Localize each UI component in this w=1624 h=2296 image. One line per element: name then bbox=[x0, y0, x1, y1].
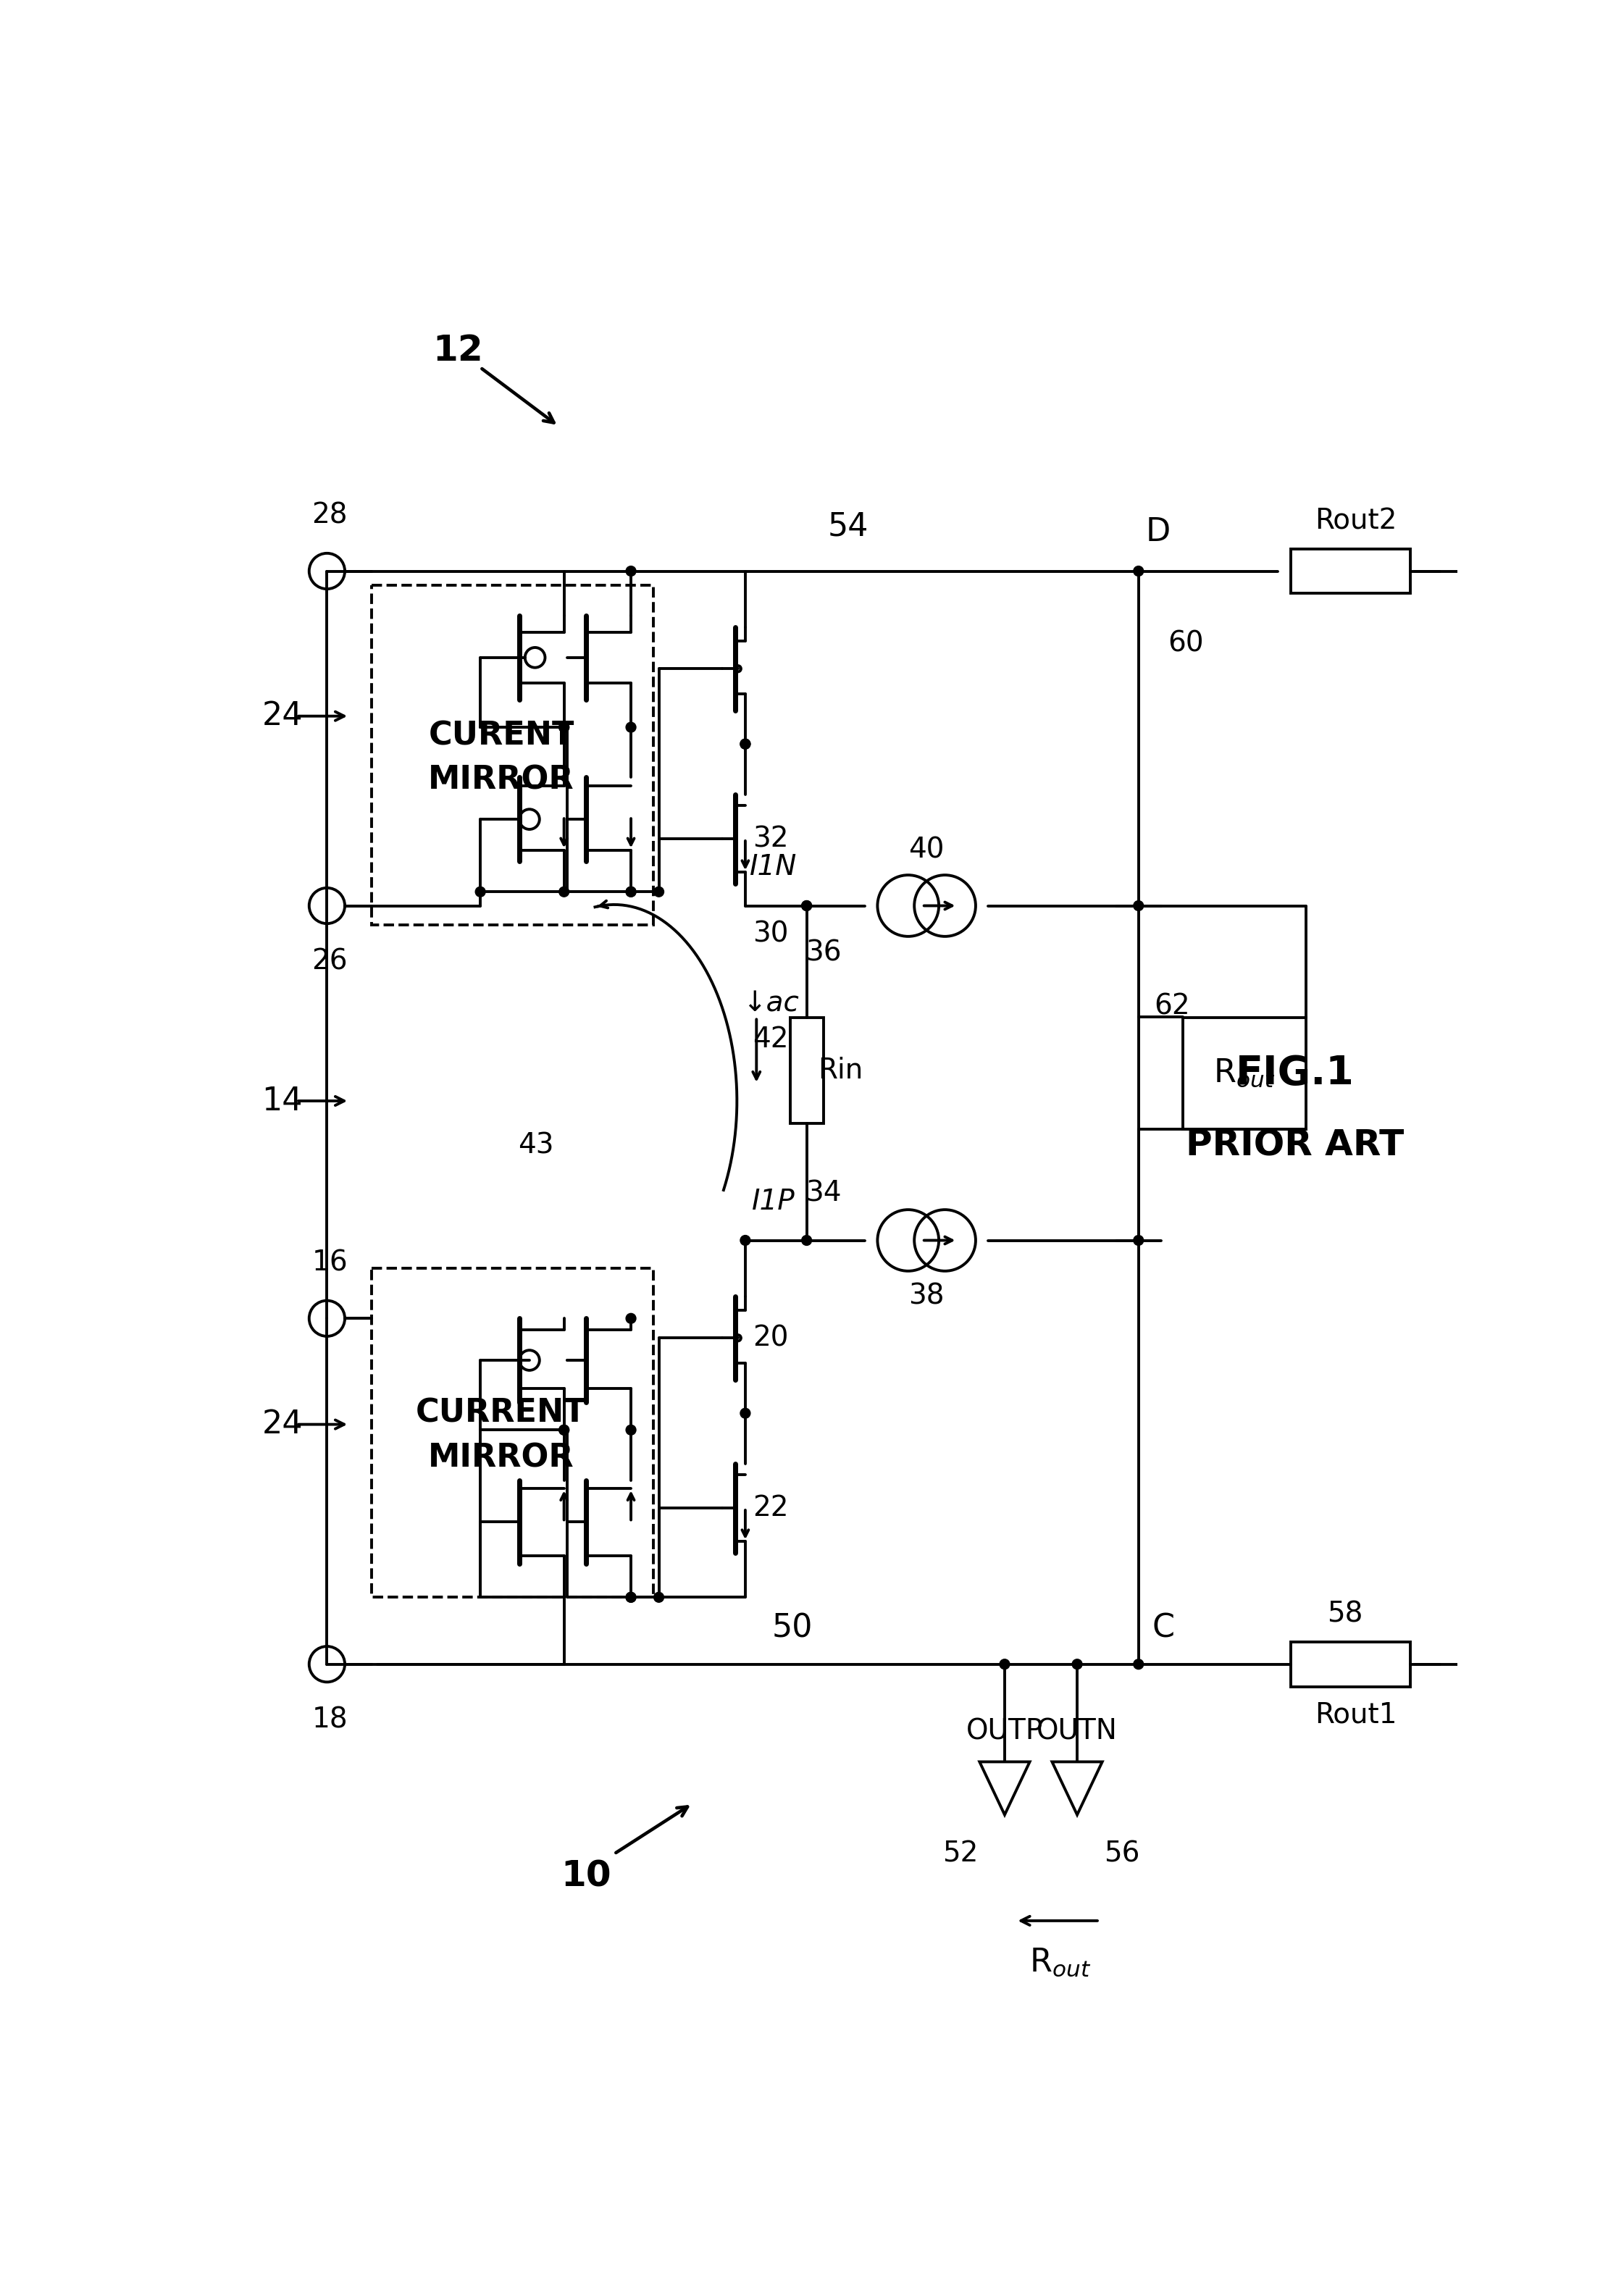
Circle shape bbox=[625, 1426, 637, 1435]
Circle shape bbox=[802, 900, 812, 912]
Circle shape bbox=[625, 723, 637, 732]
Circle shape bbox=[559, 1426, 568, 1435]
Circle shape bbox=[625, 567, 637, 576]
Circle shape bbox=[1134, 1235, 1143, 1244]
Text: 24: 24 bbox=[261, 700, 302, 732]
Text: PRIOR ART: PRIOR ART bbox=[1186, 1127, 1403, 1162]
Text: 30: 30 bbox=[752, 921, 788, 948]
Circle shape bbox=[1072, 1660, 1082, 1669]
Circle shape bbox=[476, 886, 486, 898]
Text: I1P: I1P bbox=[752, 1187, 794, 1215]
Text: Rout1: Rout1 bbox=[1315, 1701, 1397, 1729]
Text: 16: 16 bbox=[312, 1249, 348, 1277]
Circle shape bbox=[741, 1407, 750, 1419]
Circle shape bbox=[1134, 567, 1143, 576]
Text: 24: 24 bbox=[261, 1410, 302, 1440]
Circle shape bbox=[559, 723, 568, 732]
Circle shape bbox=[559, 886, 568, 898]
Text: 36: 36 bbox=[806, 939, 841, 967]
Circle shape bbox=[741, 1235, 750, 1244]
Text: R$_{out}$: R$_{out}$ bbox=[1030, 1947, 1091, 1979]
Text: 40: 40 bbox=[909, 836, 945, 863]
Text: 50: 50 bbox=[773, 1612, 814, 1644]
Bar bbox=[372, 585, 653, 925]
Text: 54: 54 bbox=[828, 512, 869, 542]
Circle shape bbox=[559, 1426, 568, 1435]
Text: 28: 28 bbox=[312, 501, 348, 528]
Text: 42: 42 bbox=[752, 1026, 788, 1054]
Circle shape bbox=[1134, 900, 1143, 912]
Circle shape bbox=[625, 1313, 637, 1322]
Text: 12: 12 bbox=[432, 333, 484, 367]
Text: 43: 43 bbox=[518, 1132, 554, 1159]
Text: 22: 22 bbox=[752, 1495, 788, 1522]
Circle shape bbox=[802, 900, 812, 912]
Circle shape bbox=[741, 739, 750, 748]
Text: 62: 62 bbox=[1155, 992, 1190, 1019]
Circle shape bbox=[625, 1591, 637, 1603]
Text: 52: 52 bbox=[942, 1839, 978, 1867]
Bar bbox=[789, 1017, 823, 1123]
Circle shape bbox=[802, 1235, 812, 1244]
Text: FIG.1: FIG.1 bbox=[1236, 1054, 1354, 1093]
Text: 26: 26 bbox=[312, 948, 348, 976]
Text: 14: 14 bbox=[261, 1086, 302, 1116]
Circle shape bbox=[625, 1591, 637, 1603]
Text: 56: 56 bbox=[1104, 1839, 1140, 1867]
Text: 10: 10 bbox=[562, 1860, 612, 1894]
Circle shape bbox=[625, 886, 637, 898]
Text: R$_{out}$: R$_{out}$ bbox=[1213, 1056, 1275, 1088]
Circle shape bbox=[654, 1591, 664, 1603]
Text: 20: 20 bbox=[752, 1325, 788, 1352]
Text: OUTP: OUTP bbox=[966, 1717, 1043, 1745]
Bar bbox=[1184, 1017, 1306, 1130]
Circle shape bbox=[625, 886, 637, 898]
Circle shape bbox=[559, 723, 568, 732]
Circle shape bbox=[654, 886, 664, 898]
Text: C: C bbox=[1153, 1612, 1174, 1644]
Circle shape bbox=[1000, 1660, 1010, 1669]
Text: MIRROR: MIRROR bbox=[429, 1442, 575, 1474]
Text: CURRENT: CURRENT bbox=[416, 1398, 586, 1428]
Bar bbox=[1291, 549, 1410, 592]
Text: MIRROR: MIRROR bbox=[429, 765, 575, 797]
Bar bbox=[372, 1267, 653, 1598]
Text: Rin: Rin bbox=[817, 1056, 862, 1084]
Circle shape bbox=[741, 739, 750, 748]
Text: CURENT: CURENT bbox=[429, 721, 575, 751]
Text: I1N: I1N bbox=[750, 852, 797, 879]
Text: ↓ac: ↓ac bbox=[742, 990, 799, 1017]
Bar bbox=[1291, 1642, 1410, 1688]
Text: 60: 60 bbox=[1168, 629, 1203, 657]
Text: 38: 38 bbox=[909, 1283, 945, 1311]
Circle shape bbox=[1134, 1660, 1143, 1669]
Text: Rout2: Rout2 bbox=[1315, 507, 1397, 535]
Text: 18: 18 bbox=[312, 1706, 348, 1733]
Text: OUTN: OUTN bbox=[1036, 1717, 1117, 1745]
Text: D: D bbox=[1145, 517, 1171, 549]
Text: 32: 32 bbox=[752, 824, 788, 852]
Text: 58: 58 bbox=[1327, 1600, 1363, 1628]
Text: 34: 34 bbox=[806, 1180, 841, 1208]
